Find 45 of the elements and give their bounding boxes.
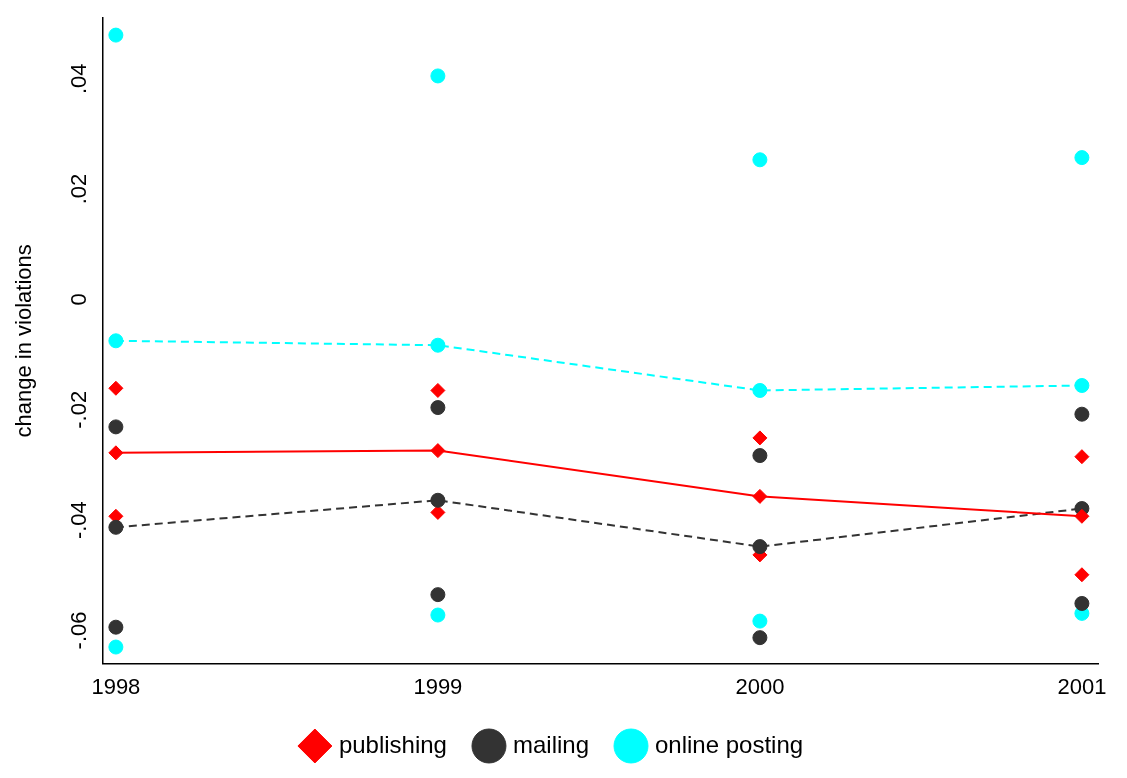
point [1074, 567, 1090, 583]
point [430, 492, 446, 508]
point [108, 419, 124, 435]
x-tick-label: 2001 [1057, 673, 1107, 699]
point [1074, 595, 1090, 611]
point [752, 613, 768, 629]
y-tick-label: 0 [66, 293, 92, 306]
point [752, 430, 768, 446]
y-tick-label: -.02 [66, 390, 92, 429]
point [752, 448, 768, 464]
point [752, 152, 768, 168]
point [430, 607, 446, 623]
legend-label: mailing [512, 730, 589, 758]
point [108, 445, 124, 461]
point [1074, 406, 1090, 422]
legend-label: online posting [655, 730, 804, 758]
point [1074, 150, 1090, 166]
point [430, 337, 446, 353]
point [108, 639, 124, 655]
point [430, 400, 446, 416]
point [108, 380, 124, 396]
point [430, 443, 446, 459]
point [108, 619, 124, 635]
point [108, 519, 124, 535]
point [430, 68, 446, 84]
x-tick-label: 2000 [735, 673, 785, 699]
point [108, 333, 124, 349]
point [752, 382, 768, 398]
y-tick-label: -.06 [66, 611, 92, 650]
point [752, 630, 768, 646]
point [1074, 378, 1090, 393]
point [752, 539, 768, 555]
point [430, 587, 446, 603]
point [108, 27, 124, 43]
point [430, 382, 446, 398]
point [752, 488, 768, 504]
x-tick-label: 1999 [413, 673, 463, 699]
legend-label: publishing [338, 730, 447, 758]
y-tick-label: .02 [66, 173, 92, 205]
y-axis-title: change in violations [11, 244, 37, 438]
y-tick-label: .04 [66, 63, 92, 94]
x-tick-label: 1998 [91, 673, 141, 699]
point [1074, 449, 1090, 465]
y-tick-label: -.04 [66, 501, 92, 540]
point [1074, 508, 1090, 524]
